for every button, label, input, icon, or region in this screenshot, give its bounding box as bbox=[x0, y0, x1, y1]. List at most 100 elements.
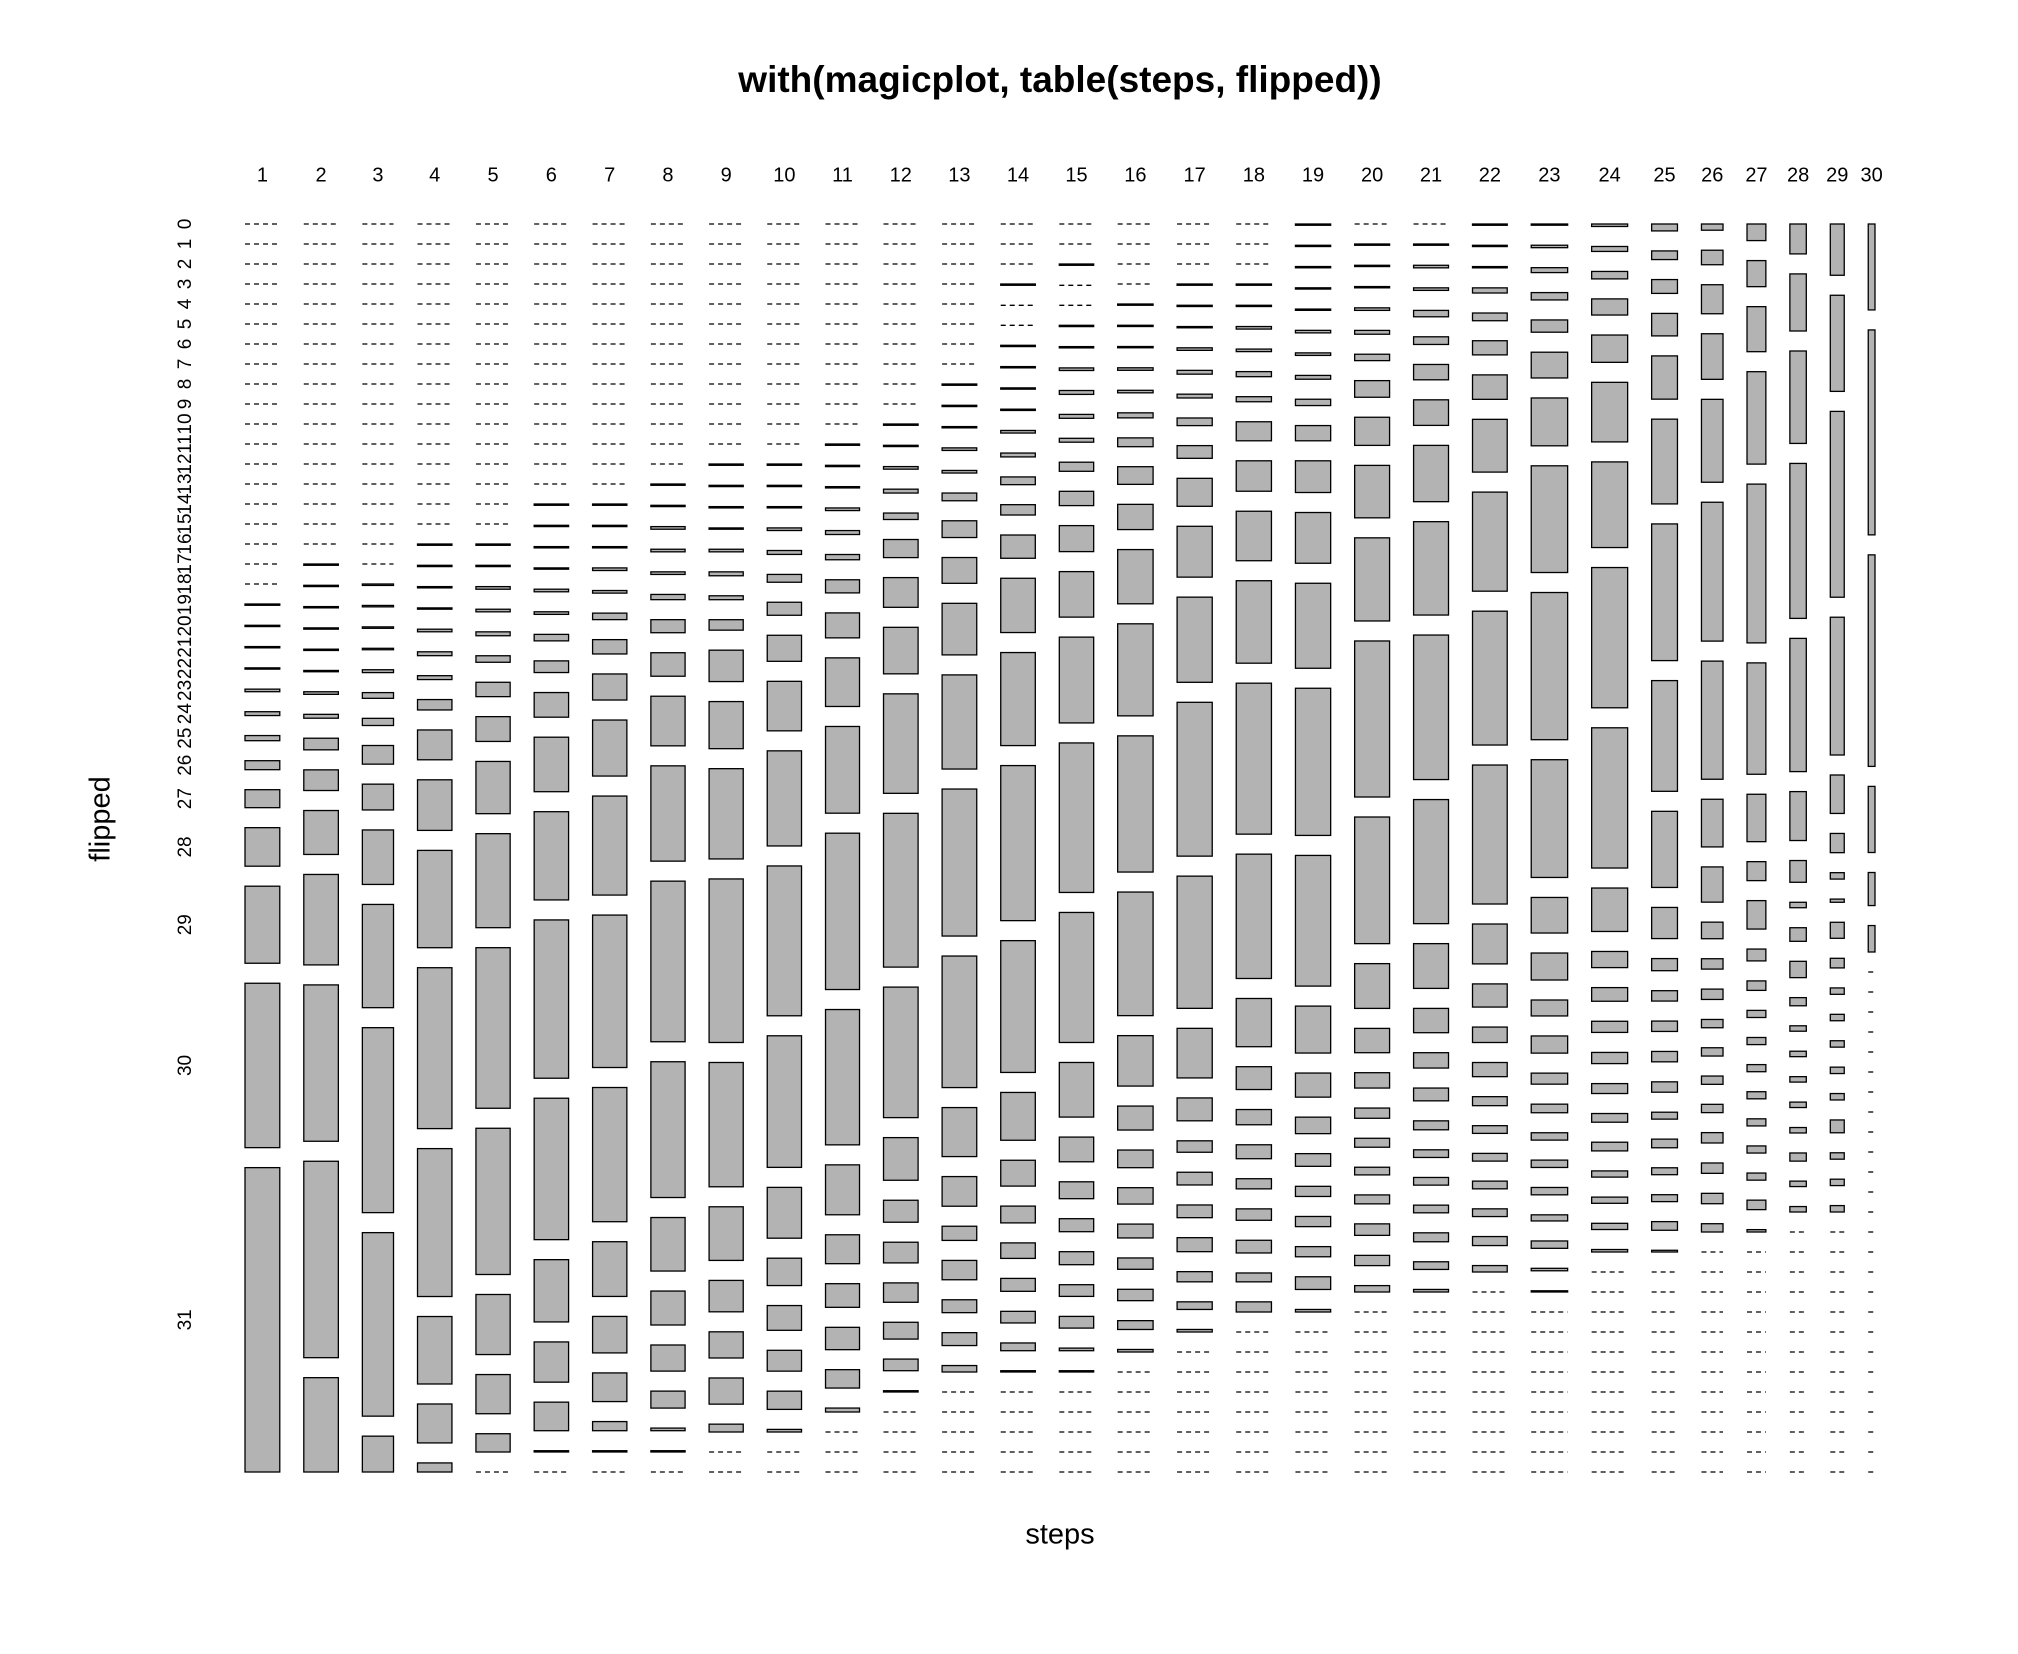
cell bbox=[475, 1433, 511, 1453]
cell bbox=[1789, 790, 1807, 842]
cell bbox=[1590, 298, 1629, 316]
cell bbox=[766, 527, 803, 532]
cell bbox=[533, 1097, 570, 1241]
cell bbox=[533, 1450, 570, 1453]
cell bbox=[1235, 325, 1273, 330]
y-tick-label: 13 bbox=[175, 473, 196, 494]
cell bbox=[416, 564, 453, 568]
cell bbox=[1000, 651, 1036, 747]
cell bbox=[941, 556, 978, 584]
cell bbox=[1354, 379, 1391, 398]
y-axis-label: flipped bbox=[85, 776, 117, 861]
cell bbox=[1650, 223, 1679, 232]
cell bbox=[650, 483, 686, 486]
y-tick-label: 17 bbox=[175, 553, 196, 574]
cell bbox=[941, 955, 978, 1089]
cell bbox=[303, 648, 340, 652]
cell bbox=[1789, 1126, 1807, 1134]
cell bbox=[416, 1315, 453, 1385]
cell bbox=[1354, 243, 1391, 246]
cell bbox=[1530, 759, 1569, 879]
cell bbox=[824, 507, 861, 512]
cell bbox=[1650, 1081, 1679, 1093]
cell bbox=[824, 1164, 861, 1216]
cell bbox=[416, 607, 453, 610]
cell bbox=[1235, 1208, 1273, 1221]
cell bbox=[416, 1147, 453, 1298]
cell bbox=[1650, 355, 1679, 400]
cell bbox=[1471, 1061, 1508, 1078]
cell bbox=[766, 601, 803, 616]
cell bbox=[1294, 287, 1332, 290]
cell bbox=[1176, 444, 1213, 459]
cell bbox=[1412, 1176, 1450, 1186]
cell bbox=[941, 788, 978, 937]
cell bbox=[708, 571, 744, 577]
cell bbox=[1000, 764, 1036, 922]
cell bbox=[533, 633, 570, 642]
cell bbox=[1746, 1172, 1767, 1181]
cell bbox=[1117, 735, 1154, 873]
cell bbox=[1176, 1027, 1213, 1079]
cell bbox=[1176, 1271, 1213, 1283]
cell bbox=[1530, 397, 1569, 447]
cell bbox=[1471, 1208, 1508, 1218]
cell bbox=[1700, 798, 1724, 848]
cell bbox=[1746, 1228, 1767, 1233]
cell bbox=[941, 520, 978, 539]
cell bbox=[1176, 1237, 1213, 1253]
cell bbox=[1789, 637, 1807, 773]
cell bbox=[1829, 987, 1845, 995]
x-tick-label: 19 bbox=[1302, 164, 1324, 186]
cell bbox=[1650, 906, 1679, 940]
cell bbox=[361, 829, 395, 886]
cell bbox=[1354, 537, 1391, 622]
cell bbox=[1829, 872, 1845, 880]
cell bbox=[1235, 997, 1273, 1048]
cell bbox=[244, 667, 281, 670]
cell bbox=[475, 1373, 511, 1415]
y-tick-label: 0 bbox=[175, 219, 196, 230]
cell bbox=[1471, 1235, 1508, 1247]
cell bbox=[591, 1420, 628, 1432]
cell bbox=[882, 1358, 919, 1372]
x-tick-label: 18 bbox=[1243, 164, 1265, 186]
cell bbox=[1058, 367, 1095, 372]
cell bbox=[361, 647, 395, 651]
cell bbox=[1829, 898, 1845, 903]
cell bbox=[303, 769, 340, 792]
cell bbox=[591, 719, 628, 777]
cell bbox=[1354, 416, 1391, 447]
cell bbox=[1058, 524, 1095, 553]
cell bbox=[1590, 1051, 1629, 1065]
cell bbox=[1746, 1009, 1767, 1019]
cell bbox=[650, 571, 686, 576]
cell bbox=[1058, 1218, 1095, 1233]
cell bbox=[1117, 503, 1154, 531]
cell bbox=[475, 564, 511, 568]
chart-title: with(magicplot, table(steps, flipped)) bbox=[737, 59, 1381, 100]
cell bbox=[1354, 307, 1391, 312]
cell bbox=[1176, 1328, 1213, 1333]
cell bbox=[1590, 986, 1629, 1002]
cell bbox=[824, 1234, 861, 1265]
cell bbox=[1000, 1310, 1036, 1324]
cell bbox=[1294, 1152, 1332, 1167]
cell bbox=[1176, 369, 1213, 375]
cell bbox=[1867, 223, 1876, 311]
cell bbox=[1000, 344, 1036, 348]
x-tick-label: 5 bbox=[487, 164, 498, 186]
cell bbox=[1530, 223, 1569, 226]
cell bbox=[303, 627, 340, 630]
cell bbox=[303, 1160, 340, 1359]
cell bbox=[1000, 1205, 1036, 1224]
y-tick-label: 10 bbox=[175, 413, 196, 434]
cell bbox=[1471, 491, 1508, 592]
cell bbox=[650, 525, 686, 530]
cell bbox=[708, 619, 744, 631]
x-tick-label: 25 bbox=[1653, 164, 1675, 186]
cell bbox=[1354, 1254, 1391, 1267]
y-tick-label: 6 bbox=[175, 339, 196, 350]
cell bbox=[533, 545, 570, 549]
cell bbox=[824, 443, 861, 446]
